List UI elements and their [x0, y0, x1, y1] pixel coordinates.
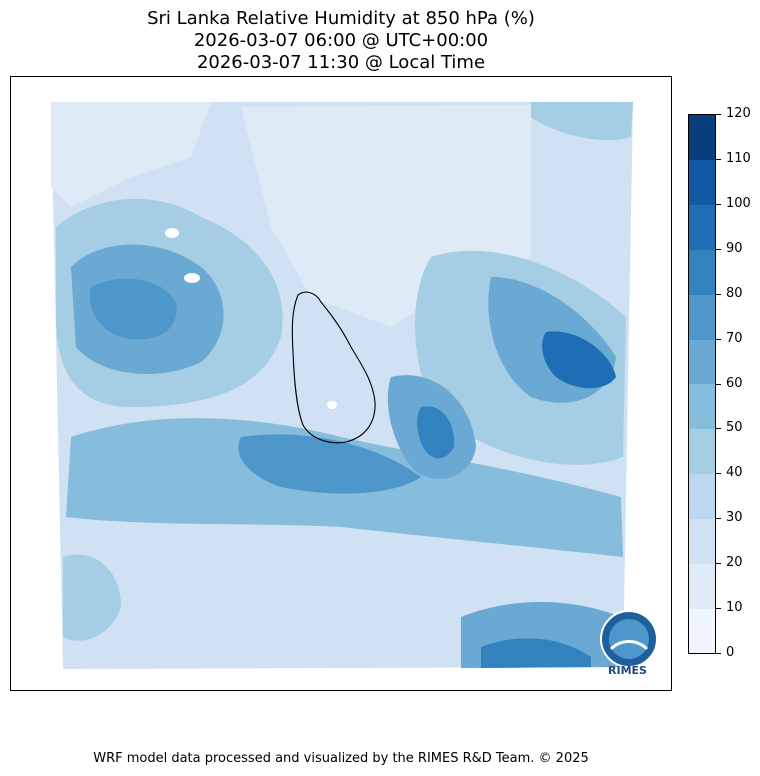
- footer-credit: WRF model data processed and visualized …: [93, 751, 589, 766]
- colorbar-tick: [716, 608, 721, 610]
- colorbar-segment: [689, 249, 715, 295]
- colorbar-segment: [689, 294, 715, 340]
- south-band-core: [238, 434, 421, 494]
- colorbar-segment: [689, 518, 715, 564]
- colorbar-segment: [689, 428, 715, 475]
- west-deep: [90, 278, 177, 340]
- colorbar-tick-label: 60: [726, 375, 743, 391]
- colorbar-tick: [716, 473, 721, 475]
- rimes-logo: [600, 610, 658, 668]
- colorbar-tick: [716, 203, 721, 205]
- colorbar-tick-label: 80: [726, 285, 743, 301]
- colorbar-segment: [689, 563, 715, 609]
- colorbar-tick: [716, 248, 721, 250]
- top-left-light: [51, 102, 211, 207]
- colorbar-tick-label: 120: [726, 106, 751, 121]
- south-east-deep: [481, 638, 591, 668]
- colorbar-tick: [716, 563, 721, 565]
- colorbar-segment: [689, 159, 715, 206]
- colorbar-segment: [689, 339, 715, 385]
- logo-label: RIMES: [608, 664, 647, 677]
- colorbar-tick: [716, 518, 721, 520]
- colorbar-tick: [716, 293, 721, 295]
- ocean-blob-deep: [417, 406, 455, 459]
- colorbar-tick-label: 90: [726, 240, 743, 256]
- colorbar-segment: [689, 384, 715, 430]
- colorbar-tick-label: 0: [726, 645, 735, 660]
- title-line-1: Sri Lanka Relative Humidity at 850 hPa (…: [147, 8, 535, 29]
- title-line-2: 2026-03-07 06:00 @ UTC+00:00: [193, 30, 489, 51]
- colorbar-tick-label: 40: [726, 465, 743, 481]
- chart-title: Sri Lanka Relative Humidity at 850 hPa (…: [0, 8, 682, 74]
- colorbar-tick: [716, 338, 721, 340]
- colorbar-tick: [716, 114, 721, 115]
- title-line-3: 2026-03-07 11:30 @ Local Time: [196, 52, 486, 73]
- colorbar-tick: [716, 383, 721, 385]
- colorbar-tick: [716, 653, 721, 654]
- colorbar-segment: [689, 115, 715, 161]
- colorbar-tick-label: 10: [726, 600, 743, 616]
- colorbar-tick-label: 30: [726, 510, 743, 526]
- humidity-map: [51, 102, 633, 669]
- colorbar-tick-label: 50: [726, 420, 743, 436]
- colorbar-segment: [689, 204, 715, 250]
- north-east-patch: [531, 102, 633, 141]
- colorbar-tick: [716, 428, 721, 430]
- colorbar-tick: [716, 158, 721, 160]
- map-frame: [10, 76, 672, 691]
- colorbar-tick-label: 100: [726, 195, 751, 211]
- colorbar-tick-label: 20: [726, 555, 743, 571]
- colorbar-tick-label: 110: [726, 150, 751, 166]
- south-west-patch: [63, 554, 121, 641]
- colorbar-segment: [689, 608, 715, 653]
- colorbar-segment: [689, 473, 715, 519]
- east-deep: [542, 331, 616, 389]
- colorbar-tick-label: 70: [726, 330, 743, 346]
- sri-lanka-outline: [291, 291, 376, 444]
- colorbar: [688, 114, 716, 654]
